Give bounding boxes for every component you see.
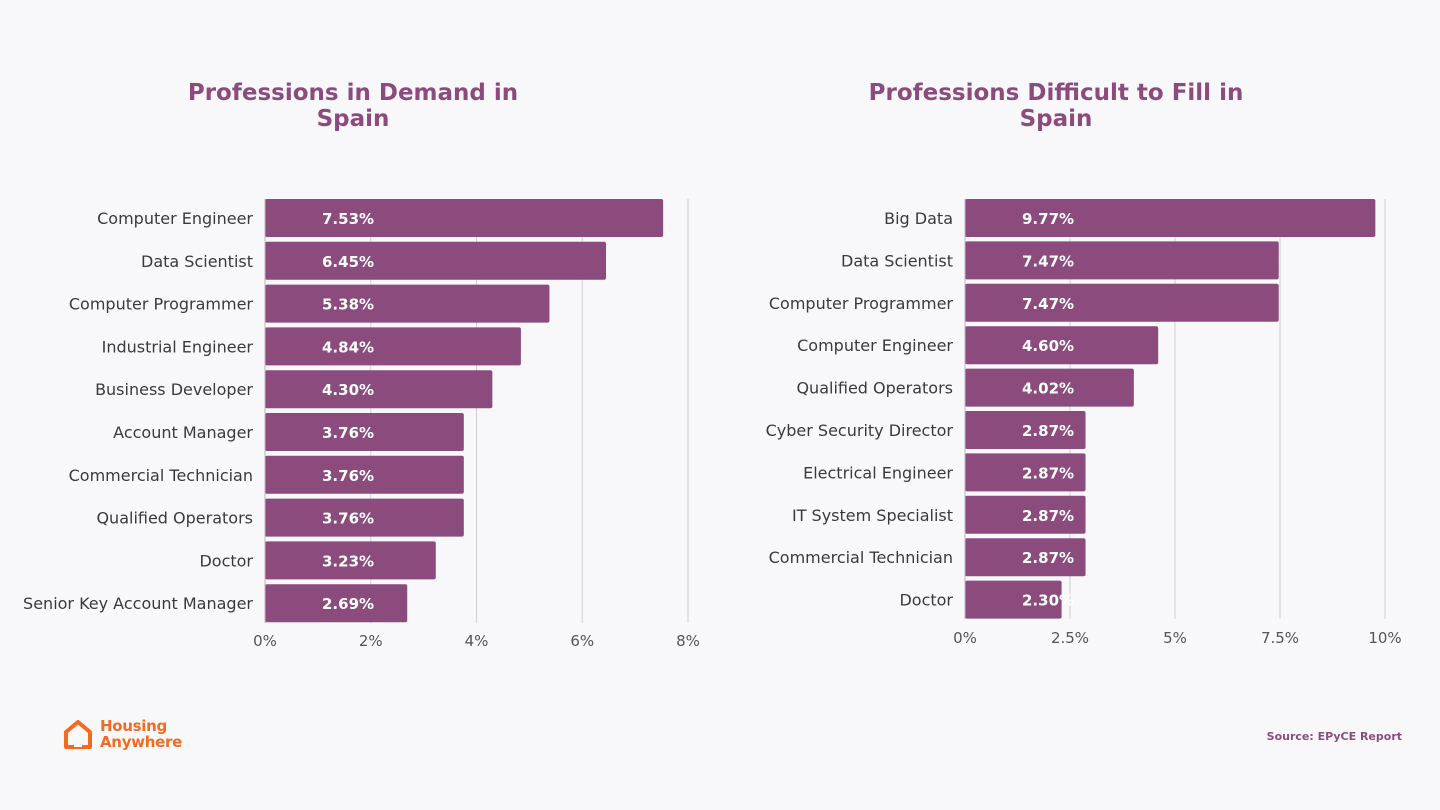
category-label: Commercial Technician [69,466,253,485]
data-label: 5.38% [322,296,374,314]
data-label: 2.30% [1022,592,1074,610]
bar [965,580,1062,619]
data-label: 6.45% [322,253,374,271]
bar [265,241,607,280]
category-label: Data Scientist [841,251,953,270]
category-label: IT System Specialist [792,506,953,525]
category-label: Industrial Engineer [102,337,254,356]
bar [265,413,464,451]
data-label: 2.69% [322,595,374,613]
bar [265,584,408,623]
data-label: 7.53% [322,210,374,228]
x-tick-label: 10% [1368,629,1401,647]
bar [965,495,1086,534]
bar [965,326,1159,365]
category-label: Cyber Security Director [766,421,954,440]
data-label: 4.02% [1022,380,1074,398]
category-label: Account Manager [113,423,253,442]
bar [965,283,1279,322]
data-label: 2.87% [1022,549,1074,567]
data-label: 2.87% [1022,464,1074,482]
x-tick-label: 5% [1163,629,1187,647]
chart-title-difficult-to-fill: Professions Difficult to Fill in Spain [868,80,1244,132]
x-tick-label: 0% [953,629,977,647]
data-label: 4.30% [322,381,374,399]
data-label: 9.77% [1022,210,1074,228]
category-label: Computer Engineer [797,336,953,355]
data-label: 2.87% [1022,507,1074,525]
bar [265,541,436,580]
category-label: Big Data [884,209,953,228]
house-icon [64,720,92,749]
category-label: Doctor [199,551,253,570]
data-label: 7.47% [1022,295,1074,313]
bar [965,411,1086,449]
bar [265,370,493,409]
category-label: Computer Programmer [769,294,954,313]
category-label: Computer Engineer [97,209,253,228]
category-label: Commercial Technician [769,548,953,567]
category-label: Electrical Engineer [803,463,953,482]
x-tick-label: 7.5% [1261,629,1299,647]
bar [265,284,550,323]
x-tick-label: 0% [253,632,277,650]
bar [265,498,464,537]
data-label: 4.60% [1022,337,1074,355]
category-label: Senior Key Account Manager [23,594,253,613]
x-tick-label: 4% [465,632,489,650]
bar [965,453,1086,492]
bar [965,368,1134,407]
bar [965,241,1279,280]
data-label: 3.23% [322,552,374,570]
category-label: Qualified Operators [796,379,953,398]
logo-text-line2: Anywhere [100,733,182,751]
category-label: Computer Programmer [69,295,254,314]
bar [265,455,464,494]
data-label: 4.84% [322,338,374,356]
x-tick-label: 2% [359,632,383,650]
logo-text-line1: Housing [100,717,167,735]
x-tick-label: 6% [570,632,594,650]
x-tick-label: 2.5% [1051,629,1089,647]
source-note: Source: EPyCE Report [1266,730,1402,743]
bar [965,538,1086,577]
data-label: 2.87% [1022,422,1074,440]
data-label: 3.76% [322,424,374,442]
bar [265,199,664,237]
category-label: Business Developer [95,380,253,399]
data-label: 3.76% [322,467,374,485]
chart-title-in-demand: Professions in Demand in Spain [187,80,519,132]
category-label: Doctor [899,591,953,610]
data-label: 3.76% [322,510,374,528]
category-label: Data Scientist [141,252,253,271]
housing-anywhere-logo: Housing Anywhere [62,718,182,750]
category-label: Qualified Operators [96,509,253,528]
x-tick-label: 8% [676,632,700,650]
bar [265,327,521,366]
data-label: 7.47% [1022,252,1074,270]
bar [965,199,1376,237]
